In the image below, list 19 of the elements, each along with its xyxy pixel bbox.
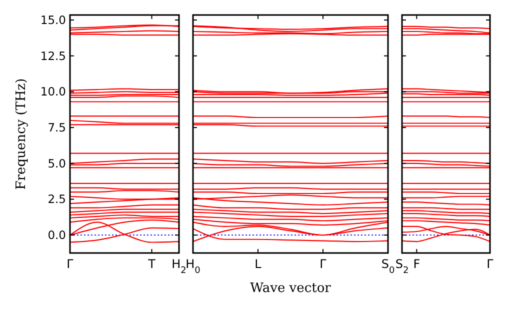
x-tick-label: Γ	[486, 257, 494, 271]
x-tick-label: Γ	[66, 257, 74, 271]
x-tick-label: L	[254, 257, 262, 271]
x-tick-label: Γ	[320, 257, 327, 271]
x-tick-label: H$_{0}$	[186, 257, 201, 276]
x-tick-label: H$_{2}$	[172, 257, 186, 276]
y-tick-label: 0.0	[48, 228, 66, 242]
y-tick-label: 5.0	[48, 156, 66, 170]
x-tick-label: T	[147, 257, 156, 271]
y-axis-title: Frequency (THz)	[14, 78, 29, 190]
x-tick-label: S$_{0}$	[381, 257, 395, 276]
x-tick-label: F	[413, 257, 420, 271]
y-tick-label: 12.5	[40, 48, 66, 63]
y-tick-label: 15.0	[40, 13, 66, 28]
y-tick-label: 7.5	[48, 120, 66, 135]
y-tick-label: 10.0	[40, 84, 66, 99]
x-tick-label: S$_{2}$	[395, 257, 409, 276]
x-axis-title: Wave vector	[250, 281, 332, 296]
y-tick-label: 2.5	[48, 192, 66, 206]
